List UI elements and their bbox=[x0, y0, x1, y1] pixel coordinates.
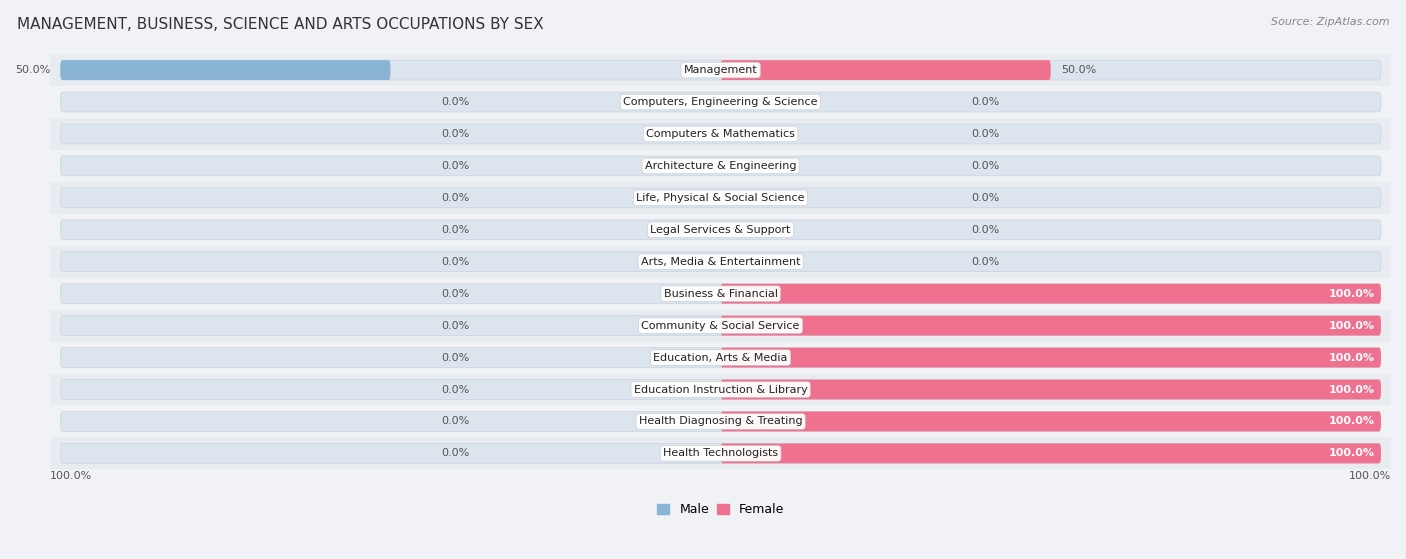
Text: Source: ZipAtlas.com: Source: ZipAtlas.com bbox=[1271, 17, 1389, 27]
FancyBboxPatch shape bbox=[60, 284, 1381, 304]
FancyBboxPatch shape bbox=[60, 443, 1381, 463]
FancyBboxPatch shape bbox=[721, 284, 1381, 304]
Text: 0.0%: 0.0% bbox=[441, 161, 470, 171]
FancyBboxPatch shape bbox=[60, 188, 1381, 208]
FancyBboxPatch shape bbox=[721, 443, 1381, 463]
Text: 0.0%: 0.0% bbox=[972, 161, 1000, 171]
Bar bbox=[51, 86, 1391, 118]
FancyBboxPatch shape bbox=[60, 124, 1381, 144]
Text: 100.0%: 100.0% bbox=[51, 471, 93, 481]
Bar bbox=[51, 278, 1391, 310]
Text: 100.0%: 100.0% bbox=[1329, 385, 1374, 395]
FancyBboxPatch shape bbox=[60, 92, 1381, 112]
Bar bbox=[51, 54, 1391, 86]
Text: 0.0%: 0.0% bbox=[972, 129, 1000, 139]
Text: 50.0%: 50.0% bbox=[15, 65, 51, 75]
Text: Health Technologists: Health Technologists bbox=[664, 448, 778, 458]
Text: Business & Financial: Business & Financial bbox=[664, 288, 778, 299]
FancyBboxPatch shape bbox=[60, 60, 1381, 80]
Text: Arts, Media & Entertainment: Arts, Media & Entertainment bbox=[641, 257, 800, 267]
FancyBboxPatch shape bbox=[60, 316, 1381, 335]
Text: Health Diagnosing & Treating: Health Diagnosing & Treating bbox=[638, 416, 803, 427]
Text: 0.0%: 0.0% bbox=[441, 193, 470, 203]
Text: Community & Social Service: Community & Social Service bbox=[641, 321, 800, 330]
Text: Computers & Mathematics: Computers & Mathematics bbox=[647, 129, 794, 139]
Legend: Male, Female: Male, Female bbox=[652, 498, 789, 521]
Bar bbox=[51, 310, 1391, 342]
Text: 0.0%: 0.0% bbox=[441, 97, 470, 107]
FancyBboxPatch shape bbox=[721, 348, 1381, 367]
FancyBboxPatch shape bbox=[60, 156, 1381, 176]
Text: 0.0%: 0.0% bbox=[972, 225, 1000, 235]
Text: 50.0%: 50.0% bbox=[1062, 65, 1097, 75]
Text: 0.0%: 0.0% bbox=[441, 416, 470, 427]
Text: 100.0%: 100.0% bbox=[1329, 448, 1374, 458]
FancyBboxPatch shape bbox=[721, 60, 1050, 80]
Text: 0.0%: 0.0% bbox=[441, 129, 470, 139]
FancyBboxPatch shape bbox=[721, 411, 1381, 432]
FancyBboxPatch shape bbox=[721, 316, 1381, 335]
Text: Architecture & Engineering: Architecture & Engineering bbox=[645, 161, 796, 171]
Text: 0.0%: 0.0% bbox=[441, 257, 470, 267]
Text: 0.0%: 0.0% bbox=[972, 193, 1000, 203]
Bar bbox=[51, 118, 1391, 150]
Bar bbox=[51, 438, 1391, 470]
Text: MANAGEMENT, BUSINESS, SCIENCE AND ARTS OCCUPATIONS BY SEX: MANAGEMENT, BUSINESS, SCIENCE AND ARTS O… bbox=[17, 17, 544, 32]
Bar bbox=[51, 405, 1391, 438]
FancyBboxPatch shape bbox=[721, 380, 1381, 400]
FancyBboxPatch shape bbox=[60, 60, 391, 80]
Text: 0.0%: 0.0% bbox=[972, 257, 1000, 267]
Text: 0.0%: 0.0% bbox=[441, 288, 470, 299]
Text: 0.0%: 0.0% bbox=[441, 353, 470, 363]
Bar bbox=[51, 342, 1391, 373]
Text: 0.0%: 0.0% bbox=[441, 225, 470, 235]
Text: 0.0%: 0.0% bbox=[441, 448, 470, 458]
Text: Education Instruction & Library: Education Instruction & Library bbox=[634, 385, 807, 395]
FancyBboxPatch shape bbox=[60, 411, 1381, 432]
Text: 0.0%: 0.0% bbox=[972, 97, 1000, 107]
Text: 100.0%: 100.0% bbox=[1329, 288, 1374, 299]
FancyBboxPatch shape bbox=[60, 380, 1381, 400]
Text: 100.0%: 100.0% bbox=[1329, 416, 1374, 427]
Text: Computers, Engineering & Science: Computers, Engineering & Science bbox=[623, 97, 818, 107]
Text: Life, Physical & Social Science: Life, Physical & Social Science bbox=[637, 193, 804, 203]
Text: Management: Management bbox=[683, 65, 758, 75]
FancyBboxPatch shape bbox=[60, 220, 1381, 240]
Text: 0.0%: 0.0% bbox=[441, 321, 470, 330]
Bar bbox=[51, 182, 1391, 214]
Bar bbox=[51, 373, 1391, 405]
Bar bbox=[51, 150, 1391, 182]
FancyBboxPatch shape bbox=[60, 348, 1381, 367]
Text: Legal Services & Support: Legal Services & Support bbox=[651, 225, 790, 235]
Text: 100.0%: 100.0% bbox=[1348, 471, 1391, 481]
Text: 100.0%: 100.0% bbox=[1329, 321, 1374, 330]
FancyBboxPatch shape bbox=[60, 252, 1381, 272]
Bar bbox=[51, 214, 1391, 246]
Text: 0.0%: 0.0% bbox=[441, 385, 470, 395]
Text: Education, Arts & Media: Education, Arts & Media bbox=[654, 353, 787, 363]
Text: 100.0%: 100.0% bbox=[1329, 353, 1374, 363]
Bar bbox=[51, 246, 1391, 278]
